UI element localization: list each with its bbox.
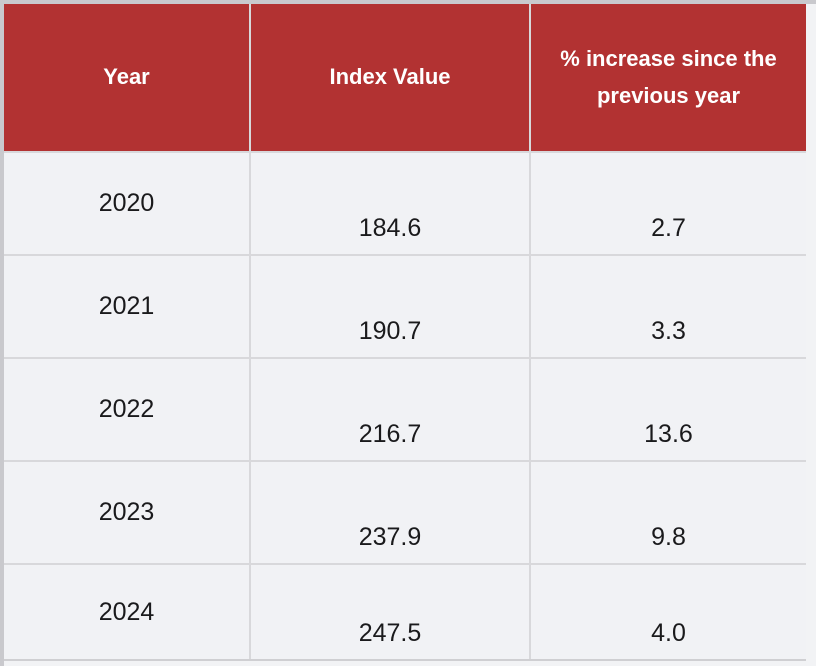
pct-increase-cell: 4.0 bbox=[529, 563, 806, 661]
index-value-cell: 237.9 bbox=[249, 460, 531, 565]
column-header-pct-increase: % increase since the previous year bbox=[529, 4, 806, 153]
year-cell: 2024 bbox=[4, 563, 251, 661]
header-row: Year Index Value % increase since the pr… bbox=[4, 4, 806, 153]
index-value-cell: 190.7 bbox=[249, 254, 531, 359]
table-row: 2020 184.6 2.7 bbox=[4, 151, 806, 256]
column-header-year: Year bbox=[4, 4, 251, 153]
year-cell: 2023 bbox=[4, 460, 251, 565]
table-row: 2023 237.9 9.8 bbox=[4, 460, 806, 565]
page-frame-top bbox=[0, 0, 816, 4]
page-frame-left bbox=[0, 0, 4, 666]
table-row: 2021 190.7 3.3 bbox=[4, 254, 806, 359]
pct-increase-cell: 9.8 bbox=[529, 460, 806, 565]
index-value-cell: 247.5 bbox=[249, 563, 531, 661]
pct-increase-cell: 2.7 bbox=[529, 151, 806, 256]
index-value-cell: 184.6 bbox=[249, 151, 531, 256]
index-value-cell: 216.7 bbox=[249, 357, 531, 462]
year-cell: 2021 bbox=[4, 254, 251, 359]
index-table-container: Year Index Value % increase since the pr… bbox=[4, 4, 806, 661]
column-header-index-value: Index Value bbox=[249, 4, 531, 153]
year-cell: 2020 bbox=[4, 151, 251, 256]
table-row: 2024 247.5 4.0 bbox=[4, 563, 806, 661]
table-row: 2022 216.7 13.6 bbox=[4, 357, 806, 462]
pct-increase-cell: 13.6 bbox=[529, 357, 806, 462]
year-cell: 2022 bbox=[4, 357, 251, 462]
pct-increase-cell: 3.3 bbox=[529, 254, 806, 359]
index-value-table: Year Index Value % increase since the pr… bbox=[4, 4, 806, 661]
